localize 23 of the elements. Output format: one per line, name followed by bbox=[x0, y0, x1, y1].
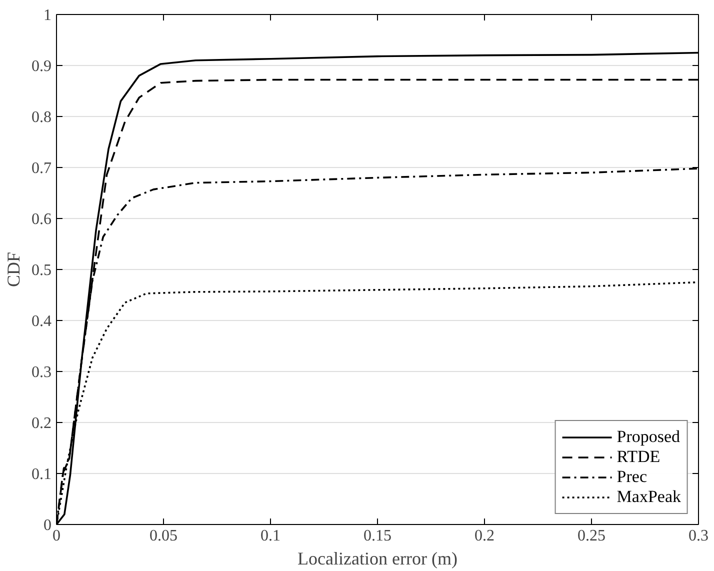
x-tick-label: 0.05 bbox=[150, 528, 178, 544]
y-tick-label: 0.2 bbox=[32, 415, 52, 432]
legend-label: RTDE bbox=[616, 447, 660, 467]
y-tick-label: 0 bbox=[44, 517, 52, 534]
x-tick-label: 0.3 bbox=[688, 528, 708, 544]
y-tick-label: 1 bbox=[44, 7, 52, 24]
y-tick-label: 0.6 bbox=[32, 211, 52, 228]
y-tick-label: 0.7 bbox=[32, 160, 52, 177]
x-axis-title: Localization error (m) bbox=[298, 548, 458, 568]
y-tick-label: 0.9 bbox=[32, 58, 52, 75]
y-tick-label: 0.8 bbox=[32, 109, 52, 126]
legend-label: Proposed bbox=[616, 427, 680, 447]
y-axis-title: CDF bbox=[4, 252, 24, 288]
y-tick-label: 0.4 bbox=[32, 313, 52, 330]
y-tick-label: 0.3 bbox=[32, 364, 52, 381]
x-tick-label: 0.1 bbox=[260, 528, 280, 544]
legend-label: MaxPeak bbox=[616, 487, 681, 507]
x-tick-label: 0.2 bbox=[474, 528, 494, 544]
y-tick-label: 0.1 bbox=[32, 466, 52, 483]
y-tick-label: 0.5 bbox=[32, 262, 52, 279]
x-tick-label: 0.15 bbox=[364, 528, 392, 544]
x-tick-label: 0.25 bbox=[578, 528, 606, 544]
legend-label: Prec bbox=[616, 467, 647, 487]
